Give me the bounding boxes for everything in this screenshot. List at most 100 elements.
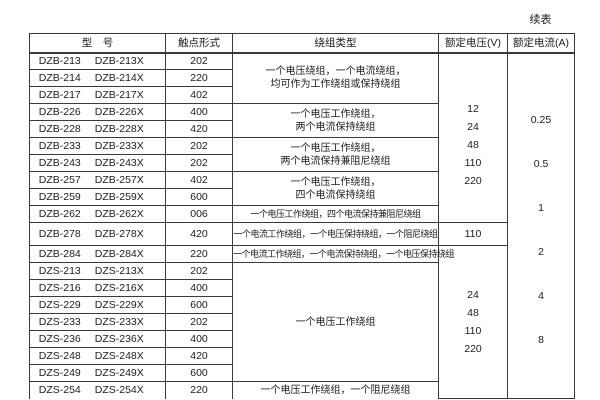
header-contact: 触点形式 (165, 33, 233, 54)
model-cell: DZB-243 DZB-243X (29, 154, 166, 172)
current-value: 2 (538, 245, 544, 258)
model-cell: DZS-248 DZS-248X (29, 347, 166, 365)
model-cell: DZS-213 DZS-213X (29, 262, 166, 280)
model-variant: DZB-278X (94, 228, 144, 240)
winding-type-cell: 一个电压工作绕组 (232, 262, 439, 382)
table-row: DZB-262 DZB-262X 006 一个电压工作绕组，四个电流保持兼阻尼绕组 (29, 205, 575, 223)
model-primary: DZS-216 (38, 282, 81, 294)
current-value: 0.25 (530, 113, 552, 126)
model-variant: DZB-217X (94, 89, 144, 101)
model-variant: DZB-284X (94, 248, 144, 260)
winding-line: 一个电压绕组，一个电流绕组， (265, 66, 406, 78)
model-cell: DZB-284 DZB-284X (29, 245, 166, 263)
header-current: 额定电流(A) (507, 33, 575, 54)
model-primary: DZB-259 (38, 191, 81, 203)
rated-current-cell: 0.25 0.5 1 2 4 8 (507, 52, 575, 399)
model-variant: DZB-233X (94, 140, 144, 152)
model-variant: DZB-259X (94, 191, 144, 203)
voltage-value: 24 (467, 289, 479, 301)
contact-form-cell: 202 (165, 52, 233, 70)
winding-type-cell: 一个电压工作绕组，一个阻尼绕组 (232, 381, 439, 399)
current-value: 0.5 (533, 157, 549, 170)
model-primary: DZB-257 (38, 174, 81, 186)
model-variant: DZS-229X (94, 299, 144, 311)
winding-line: 一个电压工作绕组， (290, 176, 381, 188)
table-row: DZB-284 DZB-284X 220 一个电流工作绕组，一个电流保持绕组，一个电压… (29, 245, 575, 399)
contact-form-cell: 400 (165, 330, 233, 348)
current-value: 1 (538, 201, 544, 214)
table-row: DZB-213 DZB-213X 202 一个电压绕组，一个电流绕组， 均可作为工作绕组… (29, 52, 575, 399)
contact-form-cell: 202 (165, 313, 233, 331)
model-variant: DZB-262X (94, 208, 144, 220)
contact-form-cell: 220 (165, 381, 233, 399)
winding-type-cell: 一个电流工作绕组，一个电压保持绕组，一个阻尼绕组 (232, 222, 439, 246)
contact-form-cell: 006 (165, 205, 233, 223)
model-cell: DZS-236 DZS-236X (29, 330, 166, 348)
winding-line: 一个电压工作绕组， (290, 108, 381, 120)
model-cell: DZB-217 DZB-217X (29, 86, 166, 104)
contact-form-cell: 202 (165, 262, 233, 280)
table-row: DZB-217 DZB-217X 402 (29, 86, 575, 104)
winding-line: 一个电压工作绕组 (295, 316, 376, 328)
model-primary: DZB-226 (38, 106, 81, 118)
table-row: DZS-249 DZS-249X 600 (29, 364, 575, 382)
model-primary: DZB-233 (38, 140, 81, 152)
model-cell: DZB-259 DZB-259X (29, 188, 166, 206)
table-row: DZB-233 DZB-233X 202 一个电压工作绕组， 两个电流保持兼阻尼绕组 (29, 137, 575, 172)
model-variant: DZS-233X (94, 316, 144, 328)
winding-line: 一个电压工作绕组，一个阻尼绕组 (260, 384, 411, 396)
table-row: DZS-213 DZS-213X 202 一个电压工作绕组 (29, 262, 575, 382)
model-primary: DZS-236 (38, 333, 81, 345)
model-primary: DZB-284 (38, 248, 81, 260)
table-row: DZB-278 DZB-278X 420 一个电流工作绕组，一个电压保持绕组，一个阻尼… (29, 222, 575, 246)
table-row: DZS-233 DZS-233X 202 (29, 313, 575, 331)
model-variant: DZB-213X (94, 55, 144, 68)
model-variant: DZS-249X (94, 367, 144, 379)
contact-form-cell: 202 (165, 154, 233, 172)
winding-type-cell: 一个电压工作绕组， 两个电流保持兼阻尼绕组 (232, 137, 439, 172)
contact-form-cell: 600 (165, 188, 233, 206)
winding-type-cell: 一个电压工作绕组， 两个电流保持绕组 (232, 103, 439, 138)
model-primary: DZS-254 (38, 384, 81, 397)
model-variant: DZB-226X (94, 106, 144, 118)
model-cell: DZB-226 DZB-226X (29, 103, 166, 121)
rated-voltage-cell: 12 24 48 110 220 (438, 52, 508, 223)
model-primary: DZS-229 (38, 299, 81, 311)
rated-voltage-cell: 24 48 110 220 (438, 245, 508, 399)
model-variant: DZB-214X (94, 72, 144, 84)
contact-form-cell: 600 (165, 364, 233, 382)
header-row: 型 号 触点形式 绕组类型 额定电压(V) 额定电流(A) (29, 33, 575, 54)
winding-line: 均可作为工作绕组或保持绕组 (270, 79, 401, 91)
model-cell: DZB-257 DZB-257X (29, 171, 166, 189)
winding-type-cell: 一个电压工作绕组，四个电流保持兼阻尼绕组 (232, 205, 439, 223)
contact-form-cell: 402 (165, 86, 233, 104)
model-variant: DZS-248X (94, 350, 144, 362)
model-primary: DZB-243 (38, 157, 81, 169)
model-variant: DZS-216X (94, 282, 144, 294)
table-row: DZS-229 DZS-229X 600 (29, 296, 575, 314)
model-primary: DZS-233 (38, 316, 81, 328)
table-row: DZB-214 DZB-214X 220 (29, 69, 575, 87)
voltage-value: 220 (464, 174, 482, 187)
winding-line: 一个电流工作绕组，一个电流保持绕组，一个电压保持绕组 (233, 248, 455, 259)
contact-form-cell: 400 (165, 103, 233, 121)
winding-line: 四个电流保持绕组 (295, 189, 376, 201)
model-variant: DZB-228X (94, 123, 144, 135)
model-cell: DZB-228 DZB-228X (29, 120, 166, 138)
model-variant: DZB-243X (94, 157, 144, 169)
header-winding: 绕组类型 (232, 33, 439, 54)
winding-line: 两个电流保持兼阻尼绕组 (280, 155, 391, 167)
winding-type-cell: 一个电压工作绕组， 四个电流保持绕组 (232, 171, 439, 206)
voltage-value: 220 (464, 343, 482, 355)
contact-form-cell: 400 (165, 279, 233, 297)
model-primary: DZB-228 (38, 123, 81, 135)
model-primary: DZB-262 (38, 208, 81, 220)
table-row: DZB-259 DZB-259X 600 (29, 188, 575, 206)
model-primary: DZS-213 (38, 265, 81, 277)
model-variant: DZS-236X (94, 333, 144, 345)
header-voltage: 额定电压(V) (438, 33, 508, 54)
voltage-value: 12 (467, 102, 479, 115)
model-cell: DZB-233 DZB-233X (29, 137, 166, 155)
contact-form-cell: 600 (165, 296, 233, 314)
voltage-value: 48 (467, 138, 479, 151)
